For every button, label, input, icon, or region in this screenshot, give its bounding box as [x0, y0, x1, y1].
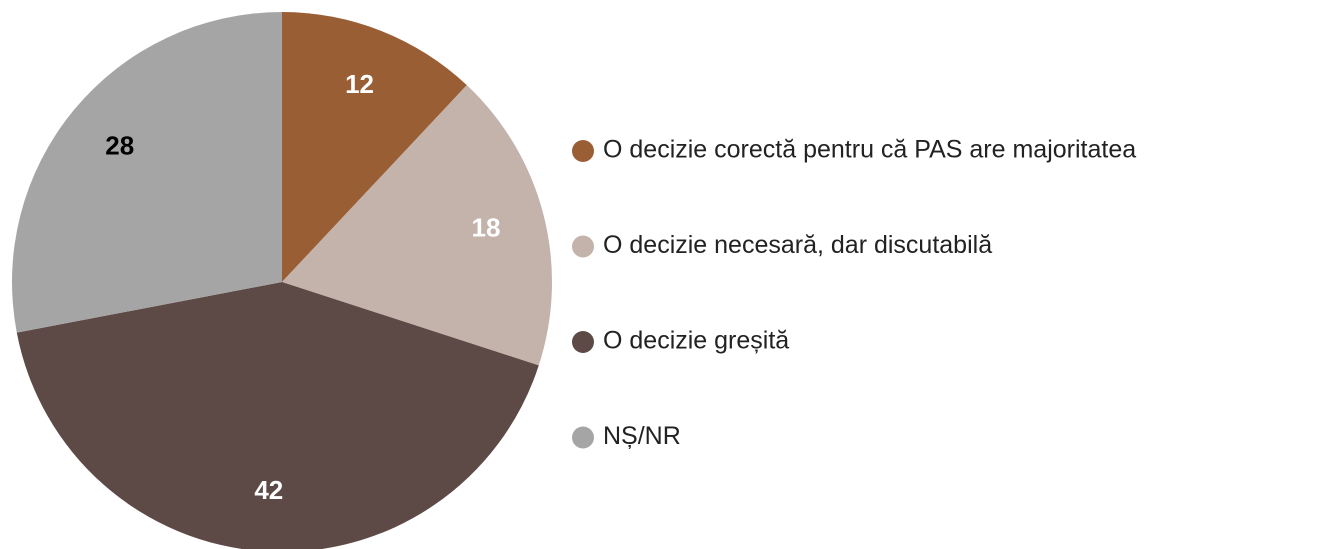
- pie-slice: [282, 12, 467, 282]
- pie-slice: [11, 12, 282, 333]
- legend-swatch: [572, 235, 594, 258]
- legend-swatch: [572, 331, 594, 353]
- slice-label: 42: [254, 475, 283, 505]
- slice-label: 18: [472, 213, 501, 243]
- legend-swatch: [572, 140, 594, 162]
- legend-swatch: [572, 426, 594, 449]
- pie-slice: [282, 85, 553, 366]
- legend-label: O decizie greșită: [603, 327, 789, 355]
- legend-label: O decizie corectă pentru că PAS are majo…: [603, 136, 1136, 164]
- slice-label: 28: [105, 131, 134, 161]
- pie-slice: [16, 282, 539, 549]
- slice-label: 12: [345, 69, 374, 99]
- legend-label: O decizie necesară, dar discutabilă: [603, 231, 992, 259]
- legend-label: NȘ/NR: [603, 422, 681, 450]
